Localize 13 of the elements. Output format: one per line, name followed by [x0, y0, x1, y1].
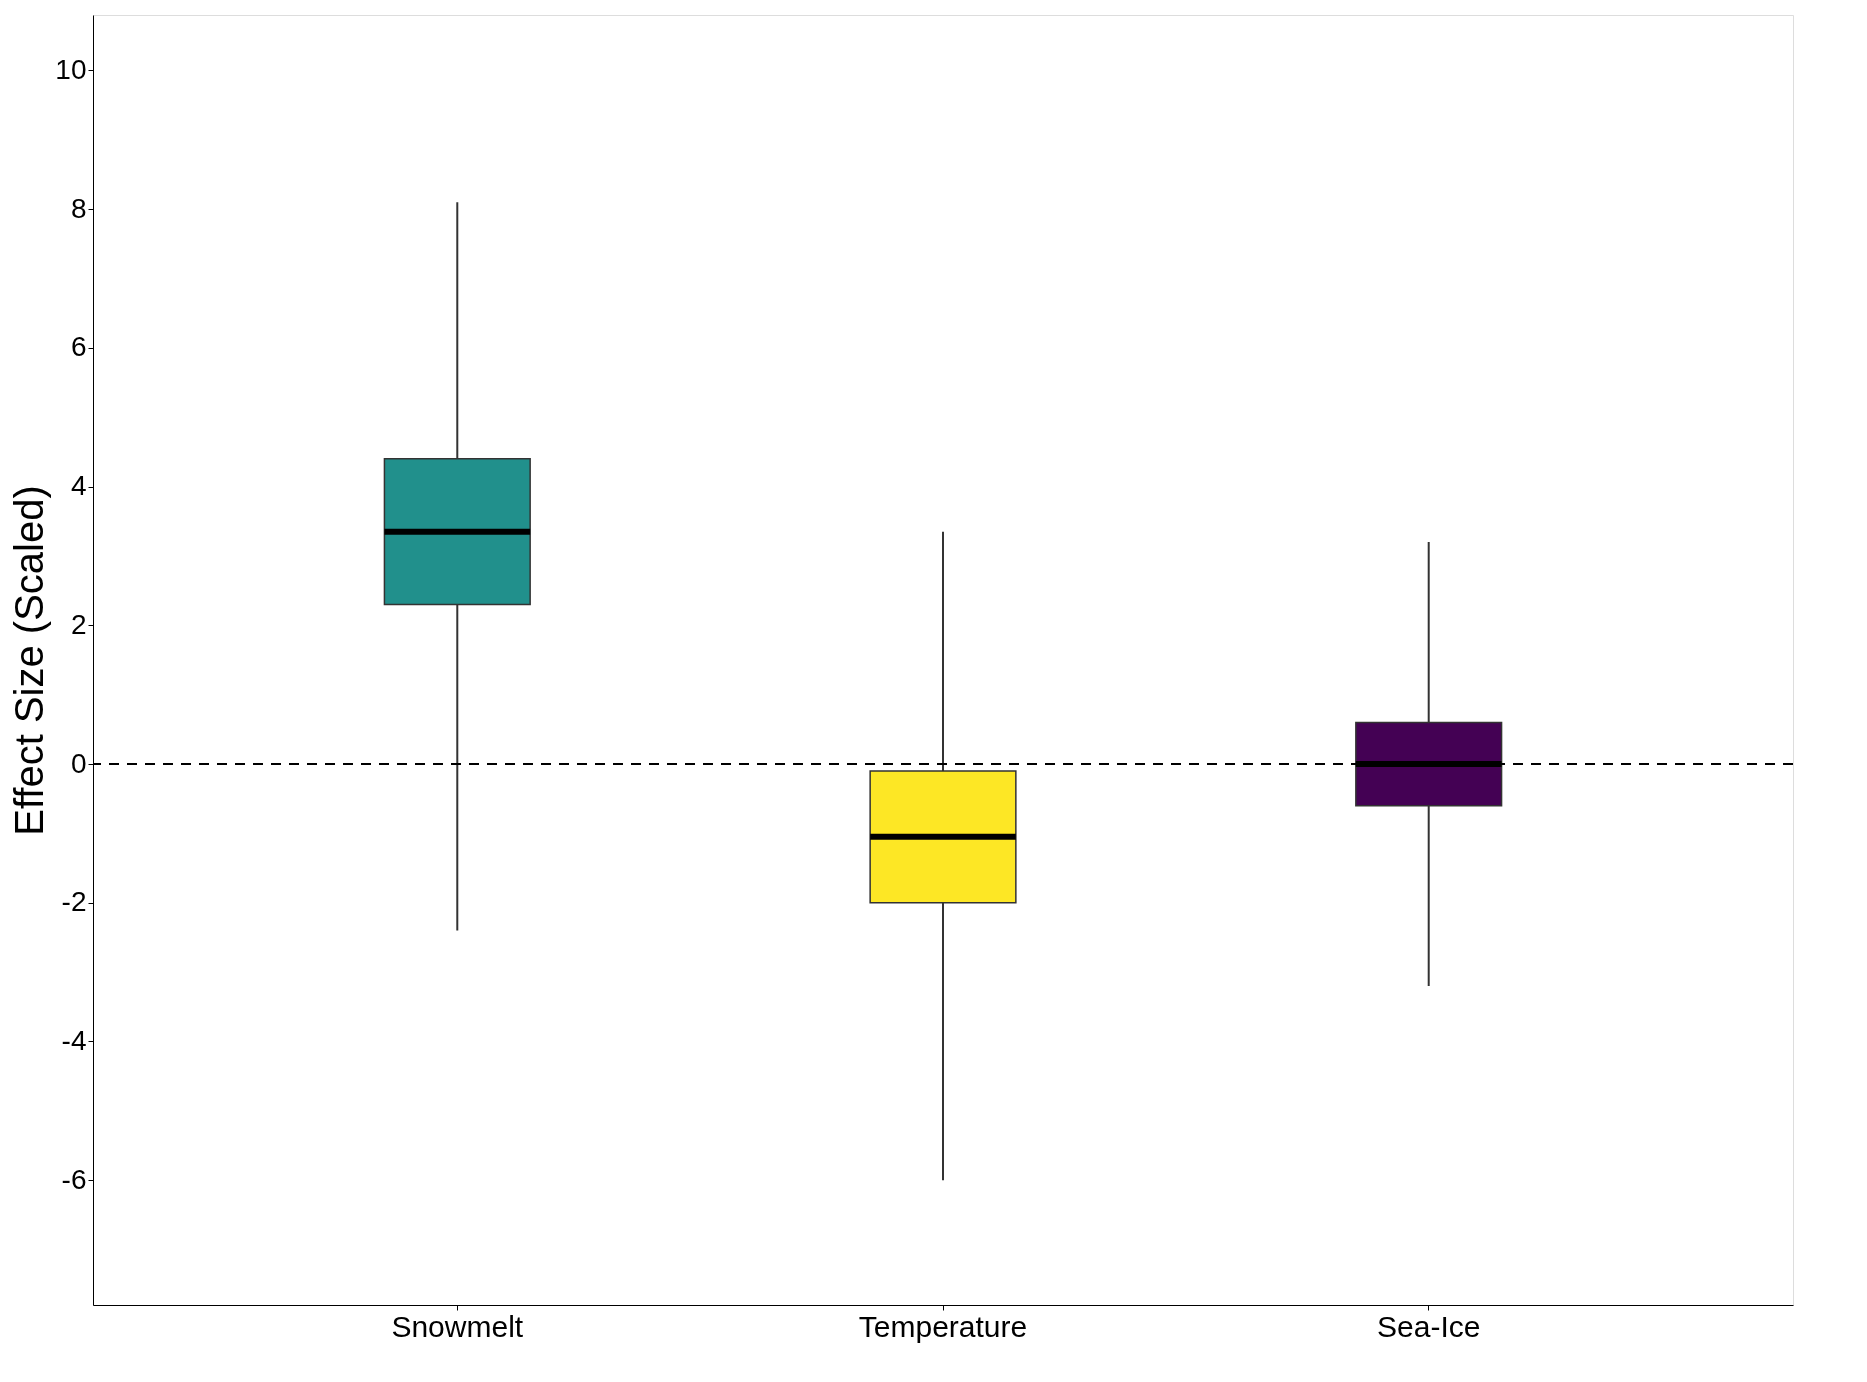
x-tick-label: Sea-Ice	[1377, 1309, 1481, 1343]
y-tick-label: -2	[61, 886, 87, 918]
y-tick-label: 6	[70, 331, 87, 363]
y-tick-label: -4	[61, 1024, 87, 1056]
y-tick-label: 10	[55, 53, 87, 85]
y-tick-label: -6	[61, 1163, 87, 1195]
y-tick-label: 8	[70, 192, 87, 224]
y-tick-label: 4	[70, 470, 87, 502]
y-axis-title: Effect Size (Scaled)	[7, 485, 52, 836]
x-tick-label: Temperature	[858, 1309, 1028, 1343]
x-tick-label: Snowmelt	[391, 1309, 524, 1343]
y-tick-label: 0	[70, 747, 87, 779]
y-tick-label: 2	[70, 608, 87, 640]
